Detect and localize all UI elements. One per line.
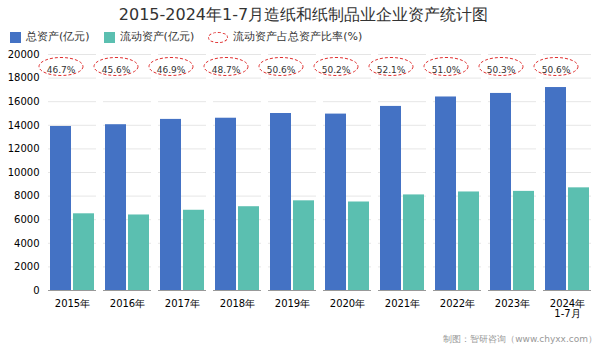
svg-text:2023年: 2023年: [495, 298, 530, 309]
html-text:流动资产(亿元): 流动资产(亿元): [119, 30, 195, 43]
svg-text:4000: 4000: [14, 238, 39, 249]
svg-text:0: 0: [33, 285, 39, 296]
svg-text:51.0%: 51.0%: [432, 65, 461, 75]
svg-text:2016年: 2016年: [110, 298, 145, 309]
svg-text:50.6%: 50.6%: [542, 65, 571, 75]
svg-text:14000: 14000: [8, 120, 40, 131]
svg-text:2019年: 2019年: [275, 298, 310, 309]
svg-text:50.3%: 50.3%: [487, 65, 516, 75]
svg-text:2024年1-7月: 2024年1-7月: [550, 298, 585, 319]
html-text:2015-2024年1-7月造纸和纸制品业企业资产统计图: 2015-2024年1-7月造纸和纸制品业企业资产统计图: [118, 5, 489, 24]
html-text:流动资产占总资产比率(%): 流动资产占总资产比率(%): [233, 30, 363, 43]
html-text:总资产(亿元): 总资产(亿元): [26, 30, 90, 43]
svg-text:12000: 12000: [8, 143, 40, 154]
svg-text:18000: 18000: [8, 72, 40, 83]
svg-text:6000: 6000: [14, 214, 39, 225]
svg-text:2020年: 2020年: [330, 298, 365, 309]
svg-text:52.1%: 52.1%: [377, 65, 406, 75]
svg-text:2017年: 2017年: [165, 298, 200, 309]
svg-text:8000: 8000: [14, 190, 39, 201]
svg-text:50.2%: 50.2%: [322, 65, 351, 75]
svg-text:2021年: 2021年: [385, 298, 420, 309]
svg-text:48.7%: 48.7%: [212, 65, 241, 75]
svg-text:2000: 2000: [14, 261, 39, 272]
html-text:制图：智研咨询（www.chyxx.com）: 制图：智研咨询（www.chyxx.com）: [443, 334, 597, 344]
svg-text:2022年: 2022年: [440, 298, 475, 309]
svg-text:10000: 10000: [8, 167, 40, 178]
svg-text:16000: 16000: [8, 96, 40, 107]
svg-text:45.6%: 45.6%: [102, 65, 131, 75]
svg-text:46.9%: 46.9%: [157, 65, 186, 75]
svg-text:2018年: 2018年: [220, 298, 255, 309]
svg-text:20000: 20000: [8, 49, 40, 60]
svg-text:2015年: 2015年: [55, 298, 90, 309]
svg-text:46.7%: 46.7%: [47, 65, 76, 75]
svg-text:50.6%: 50.6%: [267, 65, 296, 75]
